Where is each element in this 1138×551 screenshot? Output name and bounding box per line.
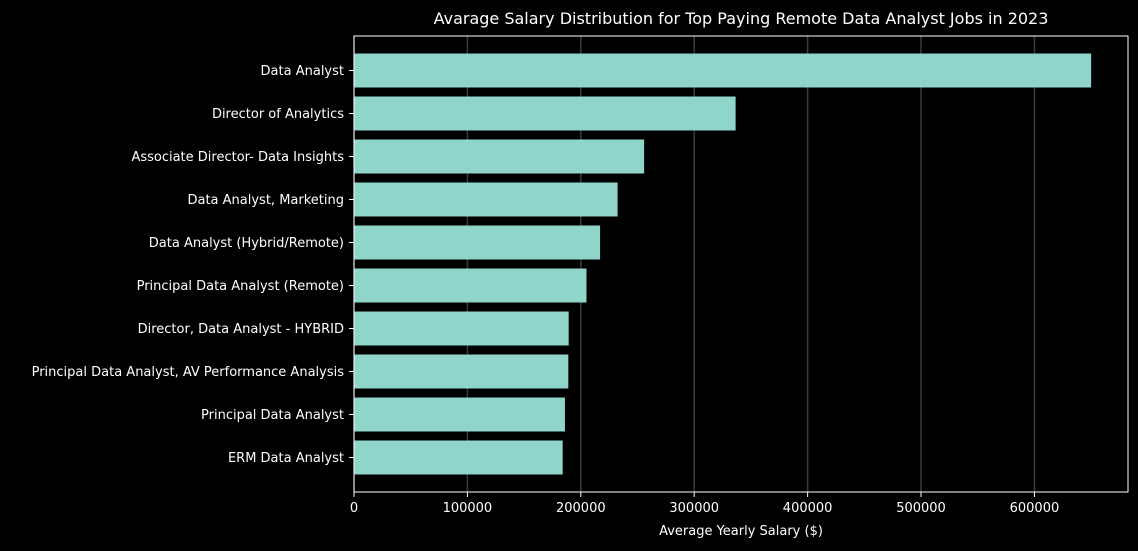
bar-6 bbox=[354, 311, 569, 346]
bar-0 bbox=[354, 53, 1092, 88]
bar-1 bbox=[354, 96, 736, 131]
y-tick-label-8: Principal Data Analyst bbox=[201, 408, 344, 423]
y-tick-label-4: Data Analyst (Hybrid/Remote) bbox=[149, 236, 344, 251]
bar-3 bbox=[354, 182, 618, 217]
y-tick-label-5: Principal Data Analyst (Remote) bbox=[137, 279, 344, 294]
x-tick-labels: 0 100000 200000 300000 400000 500000 600000 bbox=[350, 501, 1059, 516]
x-tick-label-1: 100000 bbox=[443, 501, 493, 516]
y-tick-label-2: Associate Director- Data Insights bbox=[131, 150, 344, 165]
chart-title: Avarage Salary Distribution for Top Payi… bbox=[434, 9, 1049, 28]
x-tick-label-2: 200000 bbox=[556, 501, 606, 516]
axes bbox=[349, 35, 1129, 497]
bar-5 bbox=[354, 268, 587, 303]
y-tick-label-9: ERM Data Analyst bbox=[228, 451, 344, 466]
bar-7 bbox=[354, 354, 569, 389]
bar-2 bbox=[354, 139, 645, 174]
x-tick-label-3: 300000 bbox=[669, 501, 719, 516]
y-tick-label-7: Principal Data Analyst, AV Performance A… bbox=[32, 365, 345, 380]
bar-9 bbox=[354, 440, 563, 475]
y-tick-labels: Data Analyst Director of Analytics Associa… bbox=[32, 64, 345, 466]
bar-4 bbox=[354, 225, 601, 260]
x-tick-label-5: 500000 bbox=[896, 501, 946, 516]
y-tick-label-0: Data Analyst bbox=[261, 64, 344, 79]
x-tick-label-4: 400000 bbox=[783, 501, 833, 516]
bars bbox=[354, 53, 1092, 475]
y-tick-label-1: Director of Analytics bbox=[212, 107, 344, 122]
x-tick-label-0: 0 bbox=[350, 501, 358, 516]
y-tick-label-3: Data Analyst, Marketing bbox=[187, 193, 344, 208]
x-tick-label-6: 600000 bbox=[1010, 501, 1060, 516]
x-axis-label: Average Yearly Salary ($) bbox=[659, 524, 823, 539]
plot-frame bbox=[353, 35, 1129, 493]
y-tick-label-6: Director, Data Analyst - HYBRID bbox=[138, 322, 344, 337]
bar-8 bbox=[354, 397, 565, 432]
